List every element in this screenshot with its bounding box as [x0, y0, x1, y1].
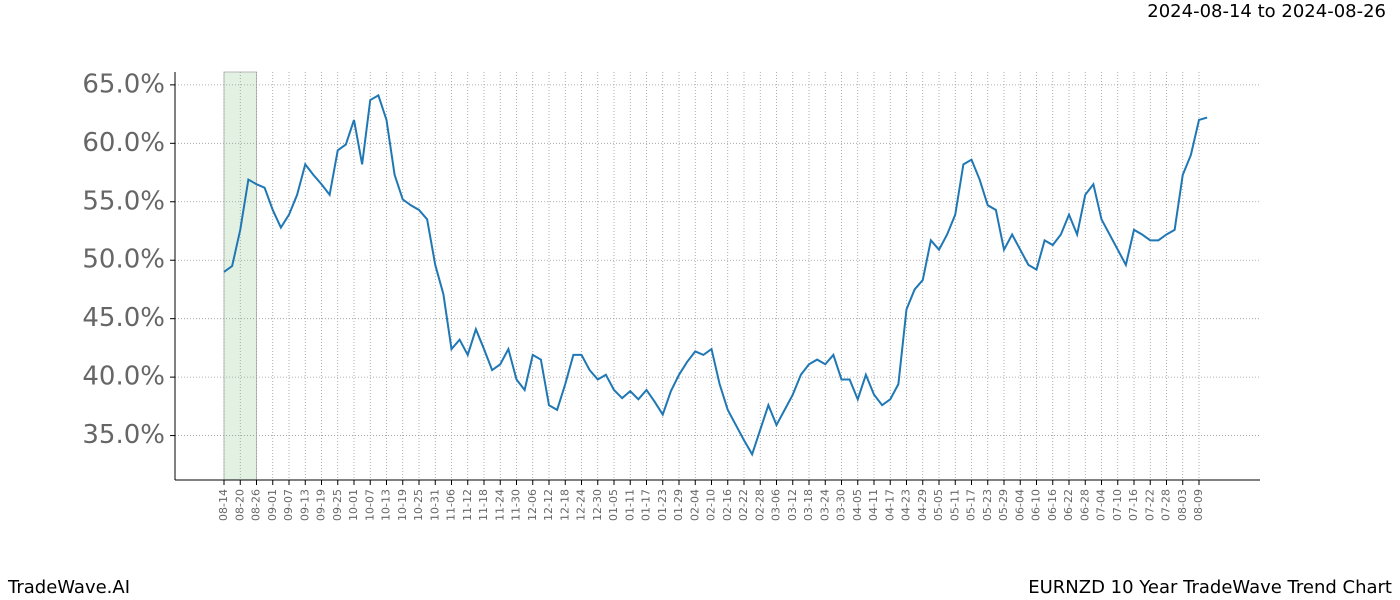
x-tick-label: 07-10: [1111, 489, 1124, 521]
x-tick-label: 12-06: [526, 489, 539, 521]
x-tick-label: 10-31: [428, 489, 441, 521]
x-tick-label: 09-07: [282, 489, 295, 521]
x-tick-label: 06-04: [1013, 489, 1026, 521]
x-tick-label: 07-16: [1127, 489, 1140, 521]
x-tick-label: 08-14: [217, 489, 230, 521]
x-tick-label: 02-28: [753, 489, 766, 521]
x-tick-label: 03-30: [835, 489, 848, 521]
x-tick-label: 09-01: [266, 489, 279, 521]
y-tick-label: 55.0%: [82, 186, 165, 216]
y-tick-label: 60.0%: [82, 128, 165, 158]
chart-title: EURNZD 10 Year TradeWave Trend Chart: [1028, 577, 1392, 598]
x-tick-label: 06-28: [1078, 489, 1091, 521]
x-tick-label: 09-19: [315, 489, 328, 521]
x-tick-label: 01-23: [656, 489, 669, 521]
x-tick-label: 08-09: [1192, 489, 1205, 521]
x-tick-label: 04-05: [851, 489, 864, 521]
y-tick-label: 65.0%: [82, 69, 165, 99]
x-tick-label: 09-25: [331, 489, 344, 521]
x-tick-label: 01-11: [623, 489, 636, 521]
x-tick-label: 12-18: [558, 489, 571, 521]
y-tick-label: 50.0%: [82, 245, 165, 275]
x-tick-label: 10-25: [412, 489, 425, 521]
x-tick-label: 04-17: [883, 489, 896, 521]
x-tick-label: 05-23: [981, 489, 994, 521]
x-tick-label: 10-19: [396, 489, 409, 521]
x-tick-label: 12-12: [542, 489, 555, 521]
x-tick-label: 03-18: [802, 489, 815, 521]
x-tick-label: 02-22: [737, 489, 750, 521]
x-tick-label: 05-11: [948, 489, 961, 521]
x-tick-label: 12-30: [591, 489, 604, 521]
y-tick-label: 35.0%: [82, 420, 165, 450]
x-tick-label: 07-22: [1143, 489, 1156, 521]
x-tick-label: 04-23: [900, 489, 913, 521]
chart-subtitle: 2024-08-14 to 2024-08-26: [1147, 1, 1386, 22]
x-tick-label: 06-22: [1062, 489, 1075, 521]
x-tick-label: 11-06: [445, 489, 458, 521]
x-tick-label: 06-16: [1046, 489, 1059, 521]
x-tick-label: 11-24: [493, 489, 506, 521]
x-tick-label: 03-06: [770, 489, 783, 521]
x-tick-label: 11-18: [477, 489, 490, 521]
x-tick-label: 03-24: [818, 489, 831, 521]
x-tick-label: 02-10: [705, 489, 718, 521]
x-tick-label: 11-12: [461, 489, 474, 521]
x-tick-label: 04-29: [916, 489, 929, 521]
x-tick-label: 05-17: [965, 489, 978, 521]
x-tick-label: 06-10: [1030, 489, 1043, 521]
source: TradeWave.AI: [7, 577, 130, 598]
x-tick-label: 08-20: [233, 489, 246, 521]
x-tick-label: 07-04: [1095, 489, 1108, 521]
x-tick-label: 01-29: [672, 489, 685, 521]
x-tick-label: 08-03: [1176, 489, 1189, 521]
x-tick-label: 07-28: [1160, 489, 1173, 521]
x-tick-label: 11-30: [510, 489, 523, 521]
x-tick-label: 10-07: [363, 489, 376, 521]
x-tick-label: 05-05: [932, 489, 945, 521]
x-tick-label: 10-01: [347, 489, 360, 521]
x-tick-label: 03-12: [786, 489, 799, 521]
x-tick-label: 02-04: [688, 489, 701, 521]
y-tick-label: 40.0%: [82, 362, 165, 392]
y-tick-label: 45.0%: [82, 303, 165, 333]
x-tick-label: 09-13: [298, 489, 311, 521]
line-series: [223, 93, 1208, 457]
x-tick-label: 01-05: [607, 489, 620, 521]
x-tick-label: 12-24: [575, 489, 588, 521]
x-tick-label: 04-11: [867, 489, 880, 521]
x-tick-label: 08-26: [250, 489, 263, 521]
x-tick-label: 02-16: [721, 489, 734, 521]
x-tick-label: 05-29: [997, 489, 1010, 521]
x-tick-label: 01-17: [640, 489, 653, 521]
x-tick-label: 10-13: [380, 489, 393, 521]
